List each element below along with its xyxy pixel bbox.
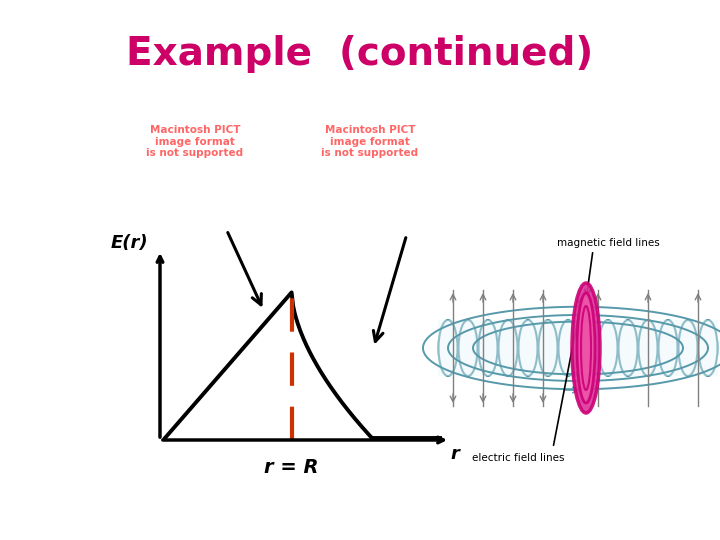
- Text: r = R: r = R: [264, 458, 319, 477]
- FancyBboxPatch shape: [438, 320, 718, 376]
- Text: Macintosh PICT
image format
is not supported: Macintosh PICT image format is not suppo…: [321, 125, 418, 158]
- Text: E(r): E(r): [110, 234, 148, 252]
- Text: electric field lines: electric field lines: [472, 453, 564, 463]
- Text: Example  (continued): Example (continued): [127, 35, 593, 73]
- Text: Macintosh PICT
image format
is not supported: Macintosh PICT image format is not suppo…: [146, 125, 243, 158]
- Text: r: r: [451, 445, 459, 463]
- Ellipse shape: [577, 293, 595, 403]
- Text: magnetic field lines: magnetic field lines: [557, 238, 660, 248]
- Ellipse shape: [572, 283, 600, 413]
